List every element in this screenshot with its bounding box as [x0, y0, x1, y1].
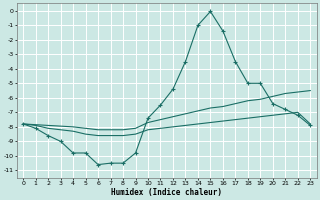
X-axis label: Humidex (Indice chaleur): Humidex (Indice chaleur)	[111, 188, 222, 197]
